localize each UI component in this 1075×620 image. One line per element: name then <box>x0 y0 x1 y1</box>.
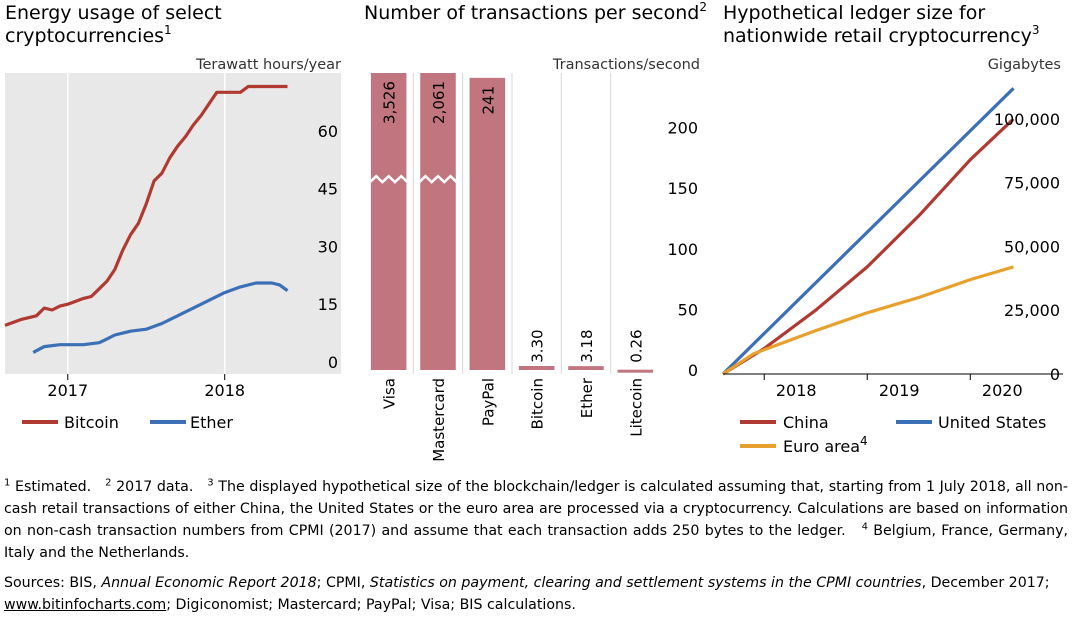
footnotes: 1 Estimated. 2 2017 data. 3 The displaye… <box>4 476 1068 564</box>
panel1-title-sup: 1 <box>164 23 172 37</box>
panel2-value-label: 3.30 <box>529 329 547 362</box>
panel1-y-tick-label: 30 <box>318 237 338 256</box>
footnote-4-marker: 4 <box>861 521 868 533</box>
panel2-y-tick-label: 100 <box>667 240 698 259</box>
panel3-x-tick-label: 2019 <box>879 381 920 400</box>
panel2-axis-break <box>418 174 458 184</box>
panel3-unit: Gigabytes <box>988 57 1061 73</box>
panel3-y-tick-label: 75,000 <box>1004 174 1060 193</box>
panel2-category-label: Bitcoin <box>529 378 547 429</box>
panel1-y-tick-label: 0 <box>328 353 338 372</box>
footnote-3-marker: 3 <box>207 477 214 489</box>
panel2-category-label: Ether <box>578 377 596 418</box>
panel2-bar-paypal <box>469 77 506 371</box>
footnote-1-text: Estimated. <box>10 479 92 495</box>
panel2-value-label: 2,061 <box>430 81 448 124</box>
panel2-category-label: Visa <box>381 378 399 409</box>
panel1-series-ether <box>32 281 289 354</box>
sources: Sources: BIS, Annual Economic Report 201… <box>4 572 1072 616</box>
panel2-y-tick-label: 150 <box>667 179 698 198</box>
panel2-axis-break <box>369 174 409 184</box>
footnote-3-text: The displayed hypothetical size of the b… <box>4 479 1069 539</box>
panel1-unit: Terawatt hours/year <box>195 57 341 73</box>
panel3-series-euro-area <box>722 265 1014 376</box>
panel1-plot-area <box>5 73 341 374</box>
sources-sep1: ; CPMI, <box>316 575 370 591</box>
sources-lead: Sources: BIS, <box>4 575 102 591</box>
panel1-y-tick-label: 15 <box>318 295 338 314</box>
figure: Energy usage of select cryptocurrencies1… <box>4 0 1063 462</box>
panel2-bar-litecoin <box>617 369 654 373</box>
footnote-2-text: 2017 data. <box>111 479 194 495</box>
footnote-4-text: Belgium, France, Germany, Italy and the … <box>4 523 1069 561</box>
panel2-y-tick-label: 0 <box>688 361 698 380</box>
legend-china-label: China <box>783 413 829 432</box>
svg-text:cryptocurrencies1: cryptocurrencies1 <box>5 23 172 47</box>
panel3-title-line1: Hypothetical ledger size for <box>723 2 985 24</box>
panel1-x-tick-label: 2018 <box>204 381 245 400</box>
panel2-bar-mastercard <box>420 73 456 370</box>
legend-euro-sup: 4 <box>860 434 868 448</box>
panel2-unit: Transactions/second <box>552 57 700 73</box>
panel3-y-tick-label: 50,000 <box>1004 237 1060 256</box>
panel1-y-tick-label: 45 <box>318 180 338 199</box>
legend-euro-label: Euro area <box>783 437 860 456</box>
panel1-x-tick-label: 2017 <box>47 381 88 400</box>
panel2-value-label: 3,526 <box>381 81 399 124</box>
sources-date: , December 2017; <box>921 575 1050 591</box>
panel2-bar-visa <box>370 73 407 370</box>
panel1-title-line2: cryptocurrencies <box>5 25 164 47</box>
panel2-category-label: PayPal <box>479 378 497 426</box>
panel3-series-united-states <box>721 87 1015 376</box>
panel3-title-sup: 3 <box>1032 23 1040 37</box>
svg-text:Number of transactions per sec: Number of transactions per second2 <box>364 0 707 24</box>
panel3-plot-area <box>723 73 1063 374</box>
svg-text:Euro area4: Euro area4 <box>783 434 868 456</box>
panel2-title: Number of transactions per second <box>364 2 699 24</box>
panel2-category-label: Mastercard <box>430 378 448 462</box>
legend-ether-label: Ether <box>190 413 233 432</box>
panel1-series-bitcoin <box>4 84 288 327</box>
footnote-2-marker: 2 <box>105 477 112 489</box>
legend-bitcoin-label: Bitcoin <box>64 413 119 432</box>
panel2-category-label: Litecoin <box>627 378 645 437</box>
panel2-bar-ether <box>568 366 604 370</box>
panel3-x-tick-label: 2020 <box>982 381 1023 400</box>
panel2-value-label: 0.26 <box>627 329 645 362</box>
svg-text:nationwide retail cryptocurren: nationwide retail cryptocurrency3 <box>723 23 1040 47</box>
panel3-title-line2: nationwide retail cryptocurrency <box>723 25 1032 47</box>
panel2-value-label: 3.18 <box>578 329 596 362</box>
panel2-title-sup: 2 <box>699 0 707 14</box>
footnote-1-marker: 1 <box>4 477 11 489</box>
sources-stats: Statistics on payment, clearing and sett… <box>369 575 922 591</box>
panel2-y-tick-label: 50 <box>678 300 698 319</box>
panel3-y-tick-label: 25,000 <box>1004 301 1060 320</box>
sources-url-link[interactable]: www.bitinfocharts.com <box>4 597 167 613</box>
legend-us-label: United States <box>938 413 1046 432</box>
panel3-y-tick-label: 100,000 <box>994 110 1060 129</box>
panel1-title-line1: Energy usage of select <box>5 2 222 24</box>
panel3-x-tick-label: 2018 <box>776 381 817 400</box>
panel2-y-tick-label: 200 <box>667 119 698 138</box>
panel2-bar-bitcoin <box>518 365 555 370</box>
sources-aer: Annual Economic Report 2018 <box>101 575 317 591</box>
sources-tail: ; Digiconomist; Mastercard; PayPal; Visa… <box>166 597 576 613</box>
panel1-y-tick-label: 60 <box>318 122 338 141</box>
panel2-value-label: 241 <box>479 86 497 115</box>
panel2-plot-area <box>364 73 700 374</box>
